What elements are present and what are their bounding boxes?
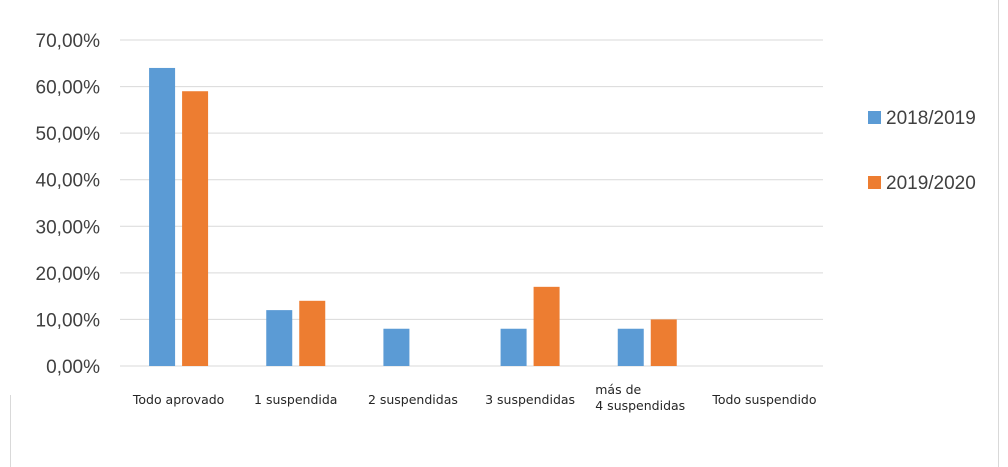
- bar: [182, 91, 209, 366]
- frame-border-right: [998, 0, 999, 467]
- x-tick-label: más de 4 suspendidas: [595, 382, 685, 413]
- bar: [500, 328, 527, 366]
- bar: [650, 319, 677, 366]
- legend-swatch: [868, 111, 881, 124]
- bar: [383, 328, 410, 366]
- legend-label: 2018/2019: [886, 108, 976, 129]
- y-tick-label: 50,00%: [36, 124, 101, 145]
- y-tick-label: 20,00%: [36, 264, 101, 285]
- x-tick-label: 3 suspendidas: [485, 392, 575, 407]
- frame-border-left: [10, 395, 11, 467]
- x-tick-label: Todo suspendido: [711, 392, 816, 407]
- bar: [299, 300, 326, 366]
- bar: [149, 67, 176, 366]
- y-tick-label: 10,00%: [36, 310, 101, 331]
- x-tick-label: 2 suspendidas: [368, 392, 458, 407]
- legend-swatch: [868, 176, 881, 189]
- bar: [617, 328, 644, 366]
- y-tick-label: 30,00%: [36, 217, 101, 238]
- y-tick-label: 0,00%: [46, 357, 100, 378]
- y-tick-label: 40,00%: [36, 171, 101, 192]
- bar: [533, 286, 560, 366]
- y-tick-label: 60,00%: [36, 78, 101, 99]
- x-tick-label: Todo aprovado: [132, 392, 224, 407]
- bar: [266, 310, 293, 366]
- x-tick-label-line: 4 suspendidas: [595, 398, 685, 413]
- y-tick-label: 70,00%: [36, 31, 101, 52]
- legend-label: 2019/2020: [886, 173, 976, 194]
- x-tick-label: 1 suspendida: [254, 392, 337, 407]
- x-tick-label-line: más de: [595, 382, 641, 397]
